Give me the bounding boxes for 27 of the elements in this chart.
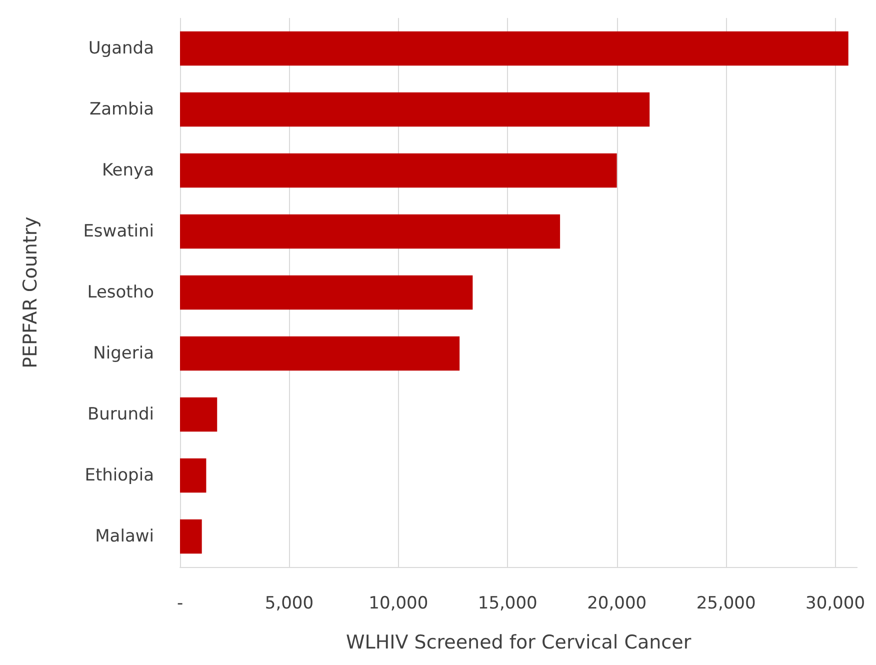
x-tick-label: 20,000 bbox=[587, 594, 647, 614]
bar bbox=[180, 519, 202, 554]
y-tick-label: Kenya bbox=[102, 160, 154, 180]
x-tick-label: - bbox=[176, 594, 184, 614]
bar bbox=[180, 153, 617, 188]
bar bbox=[180, 458, 206, 493]
x-tick-label: 10,000 bbox=[368, 594, 428, 614]
y-tick-label: Uganda bbox=[88, 38, 154, 58]
y-tick-label: Zambia bbox=[89, 100, 154, 120]
bar bbox=[180, 336, 460, 371]
y-tick-label: Malawi bbox=[95, 526, 154, 546]
x-tick-label: 25,000 bbox=[696, 594, 756, 614]
y-tick-label: Eswatini bbox=[83, 222, 154, 242]
x-axis-title: WLHIV Screened for Cervical Cancer bbox=[346, 632, 692, 654]
bar bbox=[180, 397, 218, 432]
bar bbox=[180, 31, 848, 66]
y-axis-title: PEPFAR Country bbox=[20, 216, 42, 368]
bar bbox=[180, 275, 473, 310]
x-tick-label: 15,000 bbox=[478, 594, 538, 614]
x-tick-label: 30,000 bbox=[806, 594, 865, 614]
y-tick-label: Nigeria bbox=[93, 344, 154, 364]
bar bbox=[180, 92, 650, 127]
y-tick-label: Burundi bbox=[88, 404, 154, 424]
bar bbox=[180, 214, 560, 249]
y-tick-label: Ethiopia bbox=[84, 466, 154, 486]
x-tick-label: 5,000 bbox=[264, 594, 314, 614]
y-tick-label: Lesotho bbox=[87, 282, 154, 302]
